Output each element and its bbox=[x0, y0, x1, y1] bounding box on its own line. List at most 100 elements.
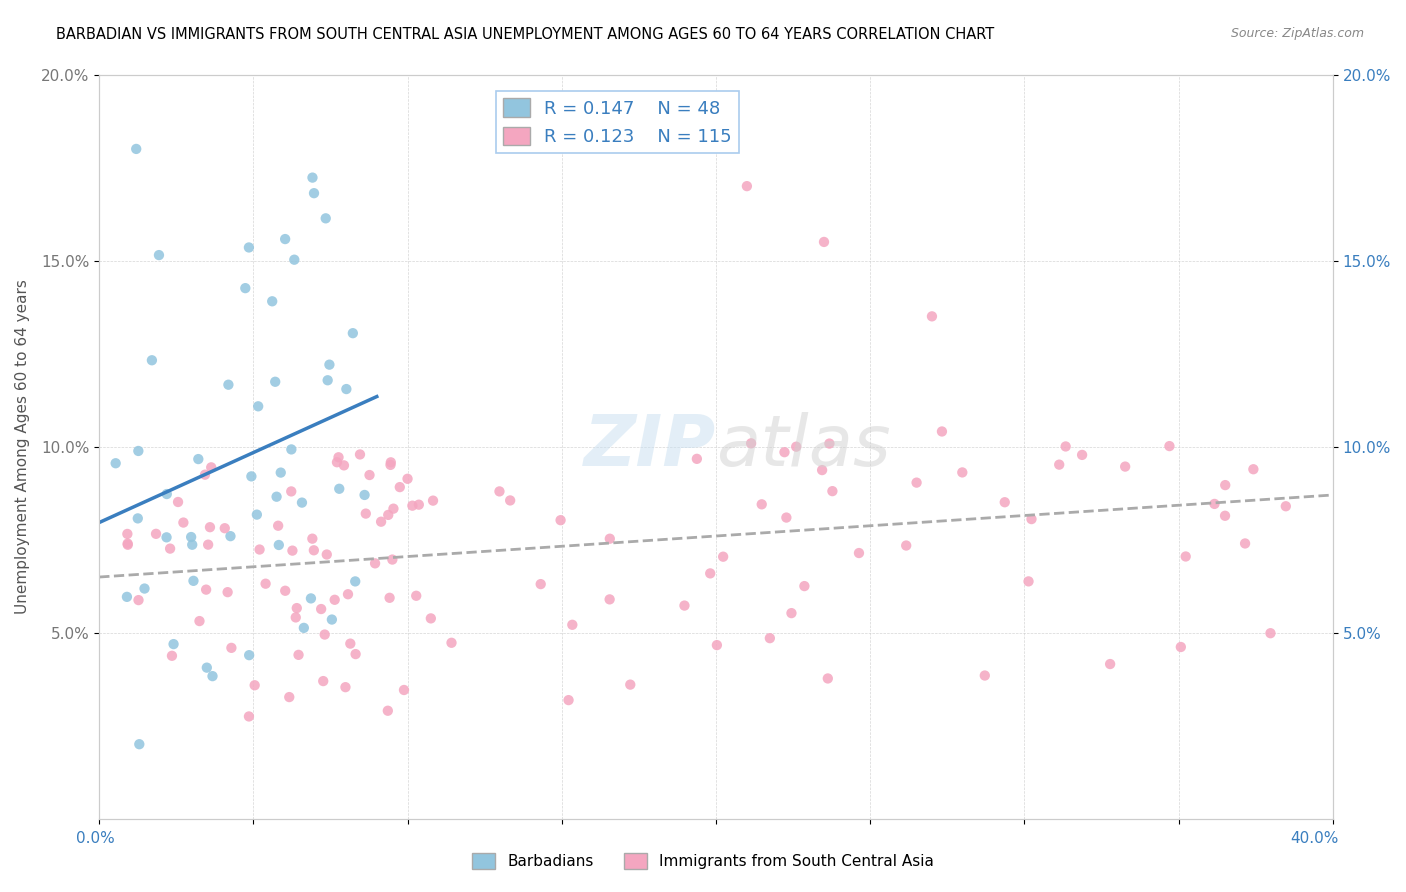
Point bbox=[950, 466, 973, 480]
Point bbox=[380, 455, 402, 469]
Point bbox=[262, 294, 284, 309]
Point bbox=[127, 444, 149, 458]
Point bbox=[377, 508, 399, 522]
Point bbox=[280, 442, 302, 457]
Point bbox=[285, 601, 308, 615]
Point bbox=[117, 536, 139, 550]
Point bbox=[299, 591, 322, 606]
Point bbox=[128, 593, 150, 607]
Point bbox=[530, 577, 553, 591]
Point bbox=[249, 542, 271, 557]
Point bbox=[686, 451, 709, 466]
Point bbox=[599, 532, 621, 546]
Point bbox=[364, 557, 387, 571]
Point bbox=[751, 497, 773, 511]
Point bbox=[599, 592, 621, 607]
Point bbox=[195, 582, 218, 597]
Point bbox=[221, 640, 243, 655]
Point bbox=[337, 587, 360, 601]
Point bbox=[1213, 508, 1236, 523]
Point bbox=[1114, 459, 1136, 474]
Point bbox=[773, 445, 796, 459]
Point bbox=[896, 539, 918, 553]
Point bbox=[195, 660, 218, 674]
Point bbox=[1099, 657, 1122, 671]
Point bbox=[145, 526, 167, 541]
Point bbox=[339, 637, 361, 651]
Point bbox=[931, 425, 953, 439]
Point bbox=[281, 543, 304, 558]
Point bbox=[280, 484, 302, 499]
Point bbox=[359, 468, 381, 483]
Point bbox=[381, 552, 404, 566]
Point bbox=[188, 614, 211, 628]
Point bbox=[301, 532, 323, 546]
Point bbox=[323, 592, 346, 607]
Point bbox=[267, 538, 290, 552]
Point bbox=[370, 515, 392, 529]
Point bbox=[141, 353, 163, 368]
Point bbox=[127, 511, 149, 525]
Point bbox=[115, 590, 138, 604]
Text: Source: ZipAtlas.com: Source: ZipAtlas.com bbox=[1230, 27, 1364, 40]
Point bbox=[172, 516, 194, 530]
Text: atlas: atlas bbox=[716, 412, 890, 481]
Point bbox=[1213, 478, 1236, 492]
Point bbox=[266, 490, 288, 504]
Point bbox=[160, 648, 183, 663]
Point bbox=[759, 631, 782, 645]
Point bbox=[1021, 512, 1043, 526]
Point bbox=[238, 709, 260, 723]
Point bbox=[233, 281, 256, 295]
Point bbox=[312, 674, 335, 689]
Point bbox=[316, 373, 339, 387]
Point bbox=[1018, 574, 1040, 589]
Point bbox=[155, 530, 177, 544]
Point bbox=[817, 672, 839, 686]
Point bbox=[274, 232, 297, 246]
Point bbox=[291, 495, 314, 509]
Point bbox=[335, 382, 357, 396]
Point bbox=[315, 548, 337, 562]
Point bbox=[344, 647, 367, 661]
Point bbox=[1234, 536, 1257, 550]
Point bbox=[278, 690, 301, 704]
Point bbox=[183, 574, 205, 588]
Point bbox=[1071, 448, 1094, 462]
Point bbox=[326, 455, 349, 469]
Point bbox=[921, 310, 943, 324]
Point bbox=[973, 668, 995, 682]
Point bbox=[180, 530, 202, 544]
Point bbox=[197, 538, 219, 552]
Point bbox=[270, 466, 292, 480]
Legend: R = 0.147    N = 48, R = 0.123    N = 115: R = 0.147 N = 48, R = 0.123 N = 115 bbox=[495, 91, 740, 153]
Point bbox=[1159, 439, 1181, 453]
Point bbox=[780, 606, 803, 620]
Point bbox=[408, 498, 430, 512]
Point bbox=[380, 458, 402, 472]
Point bbox=[134, 582, 156, 596]
Point bbox=[848, 546, 870, 560]
Point bbox=[344, 574, 367, 589]
Point bbox=[302, 186, 325, 201]
Point bbox=[561, 617, 583, 632]
Point bbox=[159, 541, 181, 556]
Point bbox=[315, 211, 337, 226]
Point bbox=[247, 399, 270, 413]
Point bbox=[238, 648, 260, 662]
Point bbox=[378, 591, 401, 605]
Point bbox=[200, 460, 222, 475]
Point bbox=[128, 737, 150, 751]
Point bbox=[156, 487, 179, 501]
Point bbox=[619, 678, 641, 692]
Point bbox=[499, 493, 522, 508]
Point bbox=[422, 493, 444, 508]
Point bbox=[785, 440, 807, 454]
Point bbox=[292, 621, 315, 635]
Text: ZIP: ZIP bbox=[583, 412, 716, 481]
Text: BARBADIAN VS IMMIGRANTS FROM SOUTH CENTRAL ASIA UNEMPLOYMENT AMONG AGES 60 TO 64: BARBADIAN VS IMMIGRANTS FROM SOUTH CENTR… bbox=[56, 27, 994, 42]
Point bbox=[321, 613, 343, 627]
Point bbox=[125, 142, 148, 156]
Point bbox=[905, 475, 928, 490]
Point bbox=[328, 450, 350, 465]
